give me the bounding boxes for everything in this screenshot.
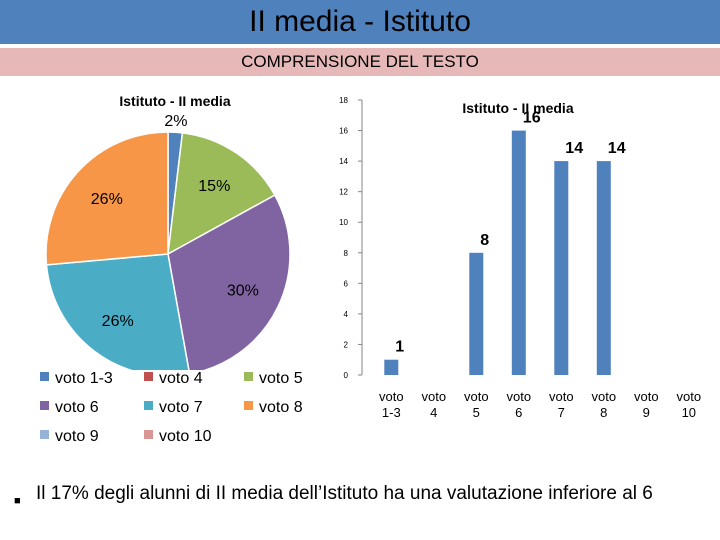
bar-data-label-voto-5: 8 — [480, 232, 489, 249]
bar-data-label-voto-8: 14 — [608, 140, 626, 157]
pie-chart: Istituto - II media 2% 15% 30% 26% 26% — [45, 93, 291, 370]
legend-swatch — [40, 372, 49, 382]
legend-label: voto 8 — [259, 399, 303, 416]
x-tick-label-voto-9: voto 9 — [634, 389, 659, 420]
pie-slice-voto-5 — [167, 132, 276, 256]
slide-title: II media - Istituto — [0, 0, 720, 44]
y-tick-label: 0 — [344, 371, 349, 380]
x-tick-label-voto-8: voto 8 — [592, 389, 617, 420]
x-tick-label-voto-10: voto 10 — [677, 389, 702, 420]
pie-slice-voto-7 — [45, 253, 190, 370]
x-tick-label-voto-5: voto 5 — [464, 389, 489, 420]
bar-data-label-voto-7: 14 — [565, 140, 583, 157]
pie-chart-title: Istituto - II media — [119, 93, 230, 109]
pie-label-voto-5: 15% — [198, 178, 230, 195]
legend-swatch — [244, 401, 253, 411]
legend-label: voto 7 — [159, 399, 203, 416]
bullet-text: Il 17% degli alunni di II media dell’Ist… — [36, 483, 653, 504]
y-tick-label: 14 — [339, 157, 348, 166]
legend-item-voto-5: voto 5 — [244, 370, 303, 388]
legend-label: voto 9 — [55, 428, 99, 445]
pie-slice-voto-6 — [167, 194, 291, 370]
bar-voto-1-3 — [384, 359, 399, 375]
legend-item-voto-8: voto 8 — [244, 399, 303, 417]
legend-swatch — [144, 401, 153, 411]
legend-label: voto 1-3 — [55, 370, 113, 387]
bar-chart-title: Istituto - II media — [462, 100, 573, 116]
y-tick-label: 6 — [344, 279, 349, 288]
y-tick-label: 12 — [339, 188, 348, 197]
legend-swatch — [144, 372, 153, 382]
x-tick-label-voto-1-3: voto 1-3 — [379, 389, 404, 420]
slide-subtitle: COMPRENSIONE DEL TESTO — [0, 48, 720, 76]
y-tick-label: 4 — [344, 310, 349, 319]
bar-voto-6 — [511, 130, 526, 375]
y-tick-label: 2 — [344, 340, 349, 349]
x-tick-label-voto-4: voto 4 — [422, 389, 447, 420]
bullet-icon: ■ — [14, 495, 21, 507]
legend-item-voto-7: voto 7 — [144, 399, 203, 417]
y-tick-label: 16 — [339, 127, 348, 136]
y-tick-label: 10 — [339, 218, 348, 227]
legend-item-voto-4: voto 4 — [144, 370, 203, 388]
pie-label-voto-7: 26% — [102, 313, 134, 330]
y-tick-label: 18 — [339, 96, 348, 105]
y-tick-label: 8 — [344, 249, 349, 258]
legend-label: voto 5 — [259, 370, 303, 387]
legend-label: voto 6 — [55, 399, 99, 416]
legend-label: voto 4 — [159, 370, 203, 387]
legend-swatch — [40, 430, 49, 440]
bar-voto-8 — [596, 161, 611, 375]
bar-data-label-voto-1-3: 1 — [395, 339, 404, 356]
legend-item-voto-10: voto 10 — [144, 428, 211, 446]
pie-label-voto-8: 26% — [91, 191, 123, 208]
legend-swatch — [144, 430, 153, 440]
x-tick-label-voto-6: voto 6 — [507, 389, 532, 420]
x-tick-label-voto-7: voto 7 — [549, 389, 574, 420]
pie-label-voto-1-3: 2% — [164, 113, 187, 130]
legend-swatch — [40, 401, 49, 411]
bar-voto-5 — [469, 252, 484, 375]
legend-item-voto-9: voto 9 — [40, 428, 99, 446]
pie-label-voto-6: 30% — [227, 283, 259, 300]
bar-data-label-voto-6: 16 — [523, 110, 541, 127]
bar-voto-7 — [554, 161, 569, 375]
legend-swatch — [244, 372, 253, 382]
legend-item-voto-1-3: voto 1-3 — [40, 370, 113, 388]
legend-item-voto-6: voto 6 — [40, 399, 99, 417]
legend-label: voto 10 — [159, 428, 212, 445]
pie-slice-voto-8 — [45, 131, 169, 266]
